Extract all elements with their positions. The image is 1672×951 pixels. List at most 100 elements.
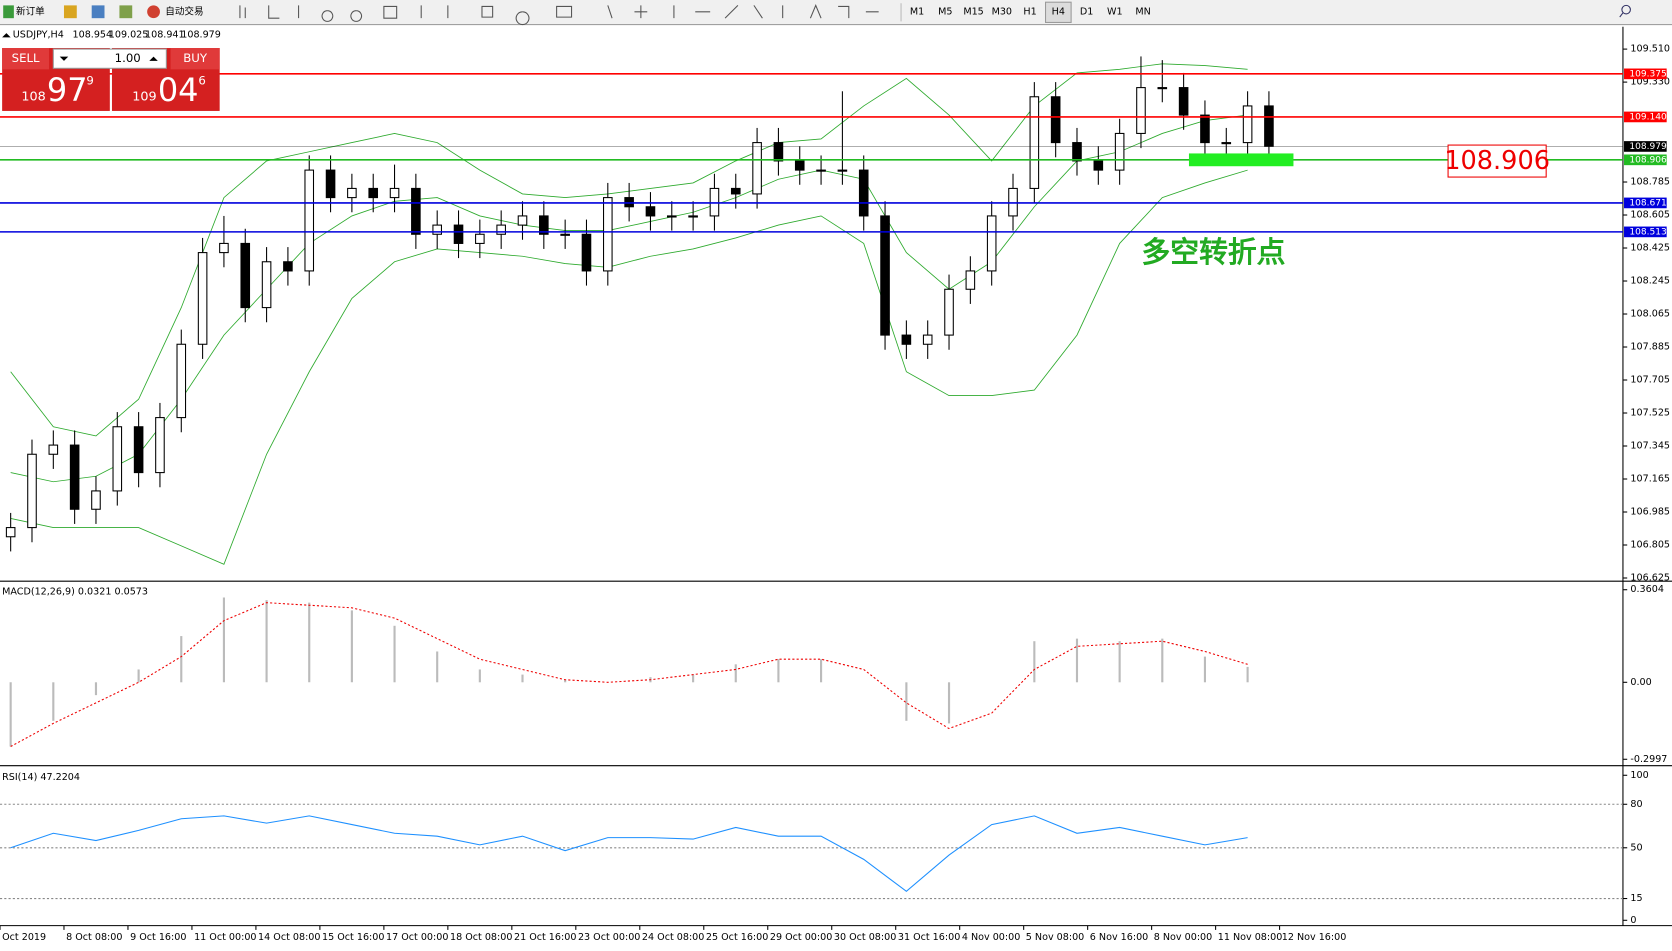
level-label: 109.140 [1629, 112, 1667, 122]
time-label: 31 Oct 16:00 [898, 932, 960, 943]
candle-body [688, 215, 698, 218]
price-tick-label: 107.165 [1630, 474, 1670, 485]
sell-price-big: 108 [21, 90, 45, 105]
candle-body [581, 233, 592, 272]
sell-label[interactable]: SELL [12, 51, 40, 65]
candle-body [155, 417, 165, 474]
candle-body [858, 169, 869, 217]
highlight-bar [1188, 153, 1294, 167]
rsi-line [10, 815, 1248, 892]
sell-button[interactable] [2, 48, 50, 70]
rsi-tick-label: 0 [1630, 915, 1636, 926]
rsi-tick-label: 100 [1630, 770, 1648, 781]
timeframe-button[interactable]: H4 [1052, 6, 1065, 17]
toolbar-icon[interactable] [91, 5, 105, 19]
candle-body [880, 215, 890, 336]
time-label: 5 Nov 08:00 [1026, 932, 1084, 943]
search-icon[interactable] [1619, 12, 1624, 18]
candle-body [112, 426, 123, 492]
timeframe-active [1045, 1, 1072, 23]
price-tick-label: 109.510 [1630, 44, 1670, 55]
ohlc-value: 108.941 [145, 30, 185, 41]
timeframe-button[interactable]: D1 [1080, 6, 1093, 17]
timeframe-button[interactable]: M5 [938, 6, 952, 17]
buy-price-big: 109 [132, 90, 156, 105]
time-label: Oct 2019 [2, 932, 46, 943]
new-order-button[interactable]: 新订单 [16, 5, 45, 17]
price-tick-label: 106.625 [1630, 573, 1670, 584]
price-tick-label: 108.785 [1630, 177, 1670, 188]
price-tick-label: 107.345 [1630, 441, 1670, 452]
candle-body [219, 242, 229, 254]
timeframe-button[interactable]: H1 [1023, 6, 1036, 17]
candle-body [645, 206, 656, 217]
lots-input[interactable] [52, 48, 167, 69]
time-label: 30 Oct 08:00 [834, 932, 896, 943]
candle-body [453, 224, 464, 244]
time-label: 25 Oct 16:00 [706, 932, 768, 943]
price-tick-label: 107.705 [1630, 375, 1670, 386]
time-label: 15 Oct 16:00 [322, 932, 384, 943]
timeframe-button[interactable]: W1 [1107, 6, 1123, 17]
macd-label: MACD(12,26,9) 0.0321 0.0573 [2, 586, 148, 597]
timeframes: M1 M5 M15 M30 H1 H4 D1 W1 MN [910, 1, 1151, 23]
candle-body [475, 233, 485, 244]
candle-body [517, 215, 528, 226]
timeframe-button[interactable]: MN [1135, 6, 1150, 17]
sell-price-fraction: 9 [86, 74, 93, 88]
time-label: 4 Nov 00:00 [962, 932, 1020, 943]
time-label: 14 Oct 08:00 [258, 932, 320, 943]
candle-body [69, 444, 80, 510]
tool-icons[interactable] [239, 3, 879, 26]
candle-body [666, 215, 677, 218]
price-tick-label: 108.605 [1630, 210, 1670, 221]
candle-body [944, 288, 954, 336]
candle-body [1242, 105, 1253, 144]
level-label: 108.906 [1629, 155, 1667, 165]
new-order-icon[interactable] [3, 5, 14, 19]
price-tick-label: 108.425 [1630, 243, 1670, 254]
candle-body [1136, 87, 1146, 134]
candle-body [1178, 87, 1189, 116]
buy-label[interactable]: BUY [183, 51, 208, 65]
bollinger-lower [10, 169, 1248, 565]
candle-body [240, 242, 251, 309]
candle-body [816, 169, 826, 172]
rsi-tick-label: 80 [1630, 799, 1642, 810]
time-label: 6 Nov 16:00 [1090, 932, 1148, 943]
price-tick-label: 107.525 [1630, 408, 1670, 419]
level-label-bg [1624, 68, 1667, 80]
candle-body [197, 252, 208, 345]
level-label-bg [1624, 197, 1667, 209]
candle-body [133, 426, 144, 474]
buy-price-fraction: 6 [198, 74, 205, 88]
level-label: 108.671 [1629, 198, 1666, 208]
level-label: 108.979 [1629, 142, 1667, 152]
time-label: 18 Oct 08:00 [450, 932, 512, 943]
level-label-bg [1624, 141, 1667, 152]
macd-tick-label: 0.3604 [1630, 584, 1664, 595]
candle-body [27, 453, 37, 529]
rsi-tick-label: 50 [1630, 842, 1642, 853]
buy-button[interactable] [170, 48, 220, 70]
search-icon[interactable] [1621, 4, 1631, 15]
time-label: 29 Oct 00:00 [770, 932, 832, 943]
symbol-label: USDJPY,H4 [13, 30, 64, 41]
chart-window [0, 26, 1672, 947]
auto-trading-icon[interactable] [147, 5, 160, 19]
timeframe-button[interactable]: M30 [992, 6, 1012, 17]
lots-value[interactable]: 1.00 [115, 51, 141, 65]
timeframe-button[interactable]: M15 [963, 6, 983, 17]
auto-trading-button[interactable]: 自动交易 [165, 5, 203, 17]
time-label: 24 Oct 08:00 [642, 932, 704, 943]
toolbar-icon[interactable] [63, 5, 77, 19]
timeframe-button[interactable]: M1 [910, 6, 924, 17]
time-axis: Oct 2019 8 Oct 08:00 9 Oct 16:00 11 Oct 00:… [0, 925, 1346, 943]
price-tick-label: 108.065 [1630, 309, 1670, 320]
toolbar-icon[interactable] [119, 5, 133, 19]
price-tick-label: 106.805 [1630, 540, 1670, 551]
collapse-arrow[interactable] [2, 33, 11, 38]
price-tick-label: 108.245 [1630, 276, 1670, 287]
candle-body [773, 142, 784, 162]
candle-body [176, 343, 187, 419]
